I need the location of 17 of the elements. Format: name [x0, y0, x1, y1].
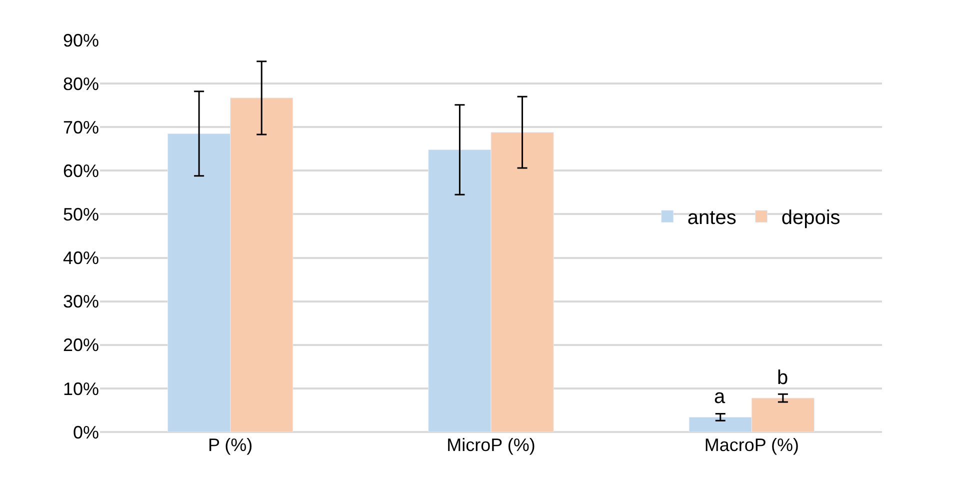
legend-label: antes: [687, 207, 736, 230]
y-tick-label: 80%: [62, 74, 99, 94]
legend-label: depois: [781, 207, 840, 230]
annotation: a: [714, 386, 726, 408]
y-tick-label: 30%: [62, 292, 99, 312]
x-tick-label: MacroP (%): [704, 435, 800, 455]
x-tick-label: P (%): [208, 435, 253, 455]
y-tick-label: 10%: [62, 378, 99, 399]
y-tick-label: 40%: [62, 248, 99, 268]
y-tick-label: 60%: [62, 160, 99, 181]
y-tick-label: 20%: [62, 335, 99, 356]
y-tick-label: 70%: [62, 117, 99, 138]
y-tick-label: 50%: [62, 204, 99, 225]
y-tick-label: 0%: [72, 422, 99, 442]
annotation: b: [777, 367, 788, 389]
x-tick-label: MicroP (%): [446, 435, 536, 455]
y-tick-label: 90%: [62, 30, 99, 50]
